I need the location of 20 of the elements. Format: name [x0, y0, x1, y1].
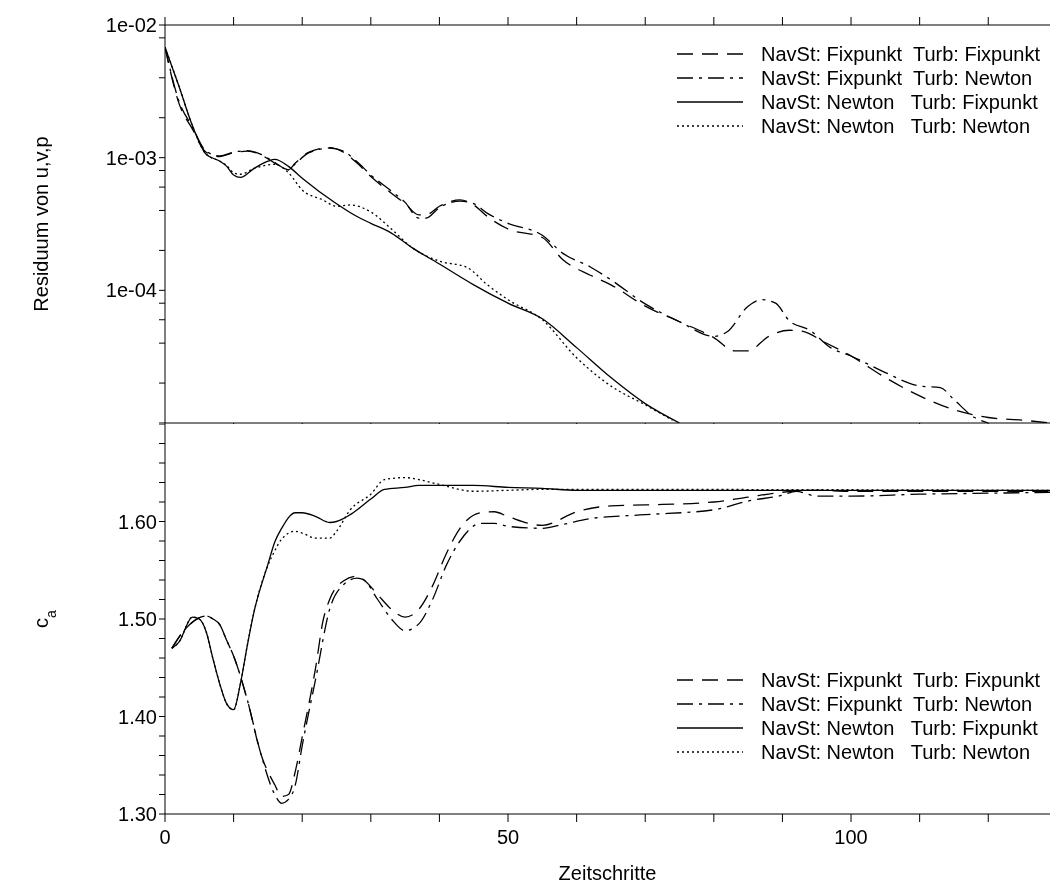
legend-label: NavSt: Newton Turb: Newton	[761, 114, 1031, 138]
y-tick-label: 1.40	[118, 705, 157, 728]
y-axis-title: Residuum von u,v,p	[30, 136, 52, 312]
legend-label: NavSt: Fixpunkt Turb: Newton	[761, 66, 1033, 90]
x-tick-label: 0	[159, 826, 171, 848]
legend-label: NavSt: Fixpunkt Turb: Fixpunkt	[761, 42, 1040, 66]
y-tick-label: 1.60	[118, 510, 157, 533]
y-tick-label: 1e-03	[105, 146, 157, 169]
legend-label: NavSt: Newton Turb: Fixpunkt	[761, 90, 1038, 114]
x-tick-label: 100	[834, 826, 868, 848]
x-axis-title: Zeitschritte	[558, 862, 657, 884]
legend-label: NavSt: Fixpunkt Turb: Newton	[761, 692, 1033, 716]
legend-label: NavSt: Newton Turb: Fixpunkt	[761, 716, 1038, 740]
x-tick-label: 50	[496, 826, 520, 848]
y-tick-label: 1e-02	[105, 14, 157, 37]
legend-label: NavSt: Newton Turb: Newton	[761, 740, 1031, 764]
y-tick-label: 1.50	[118, 608, 157, 631]
y-tick-label: 1e-04	[105, 279, 157, 302]
y-tick-label: 1.30	[118, 803, 157, 826]
legend-label: NavSt: Fixpunkt Turb: Fixpunkt	[761, 668, 1040, 692]
